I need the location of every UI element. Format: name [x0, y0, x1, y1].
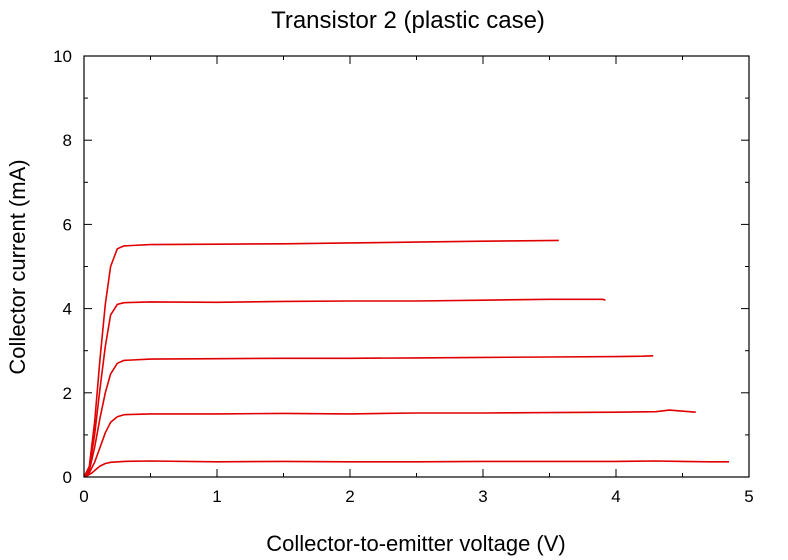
axis-ticks: 0 1 2 3 4 5 0 2 4 6 8 10 — [53, 47, 754, 506]
series-line-4 — [83, 298, 606, 478]
y-tick-label: 10 — [53, 47, 72, 66]
x-tick-label: 4 — [611, 487, 620, 506]
y-tick-label: 0 — [63, 468, 72, 487]
x-tick-label: 2 — [345, 487, 354, 506]
series-line-2 — [83, 409, 696, 478]
series-line-5 — [83, 239, 559, 478]
x-tick-label: 3 — [478, 487, 487, 506]
series-line-1 — [83, 460, 729, 478]
y-tick-label: 4 — [63, 300, 72, 319]
series-line-3 — [83, 355, 654, 478]
y-tick-label: 8 — [63, 131, 72, 150]
y-axis-label: Collector current (mA) — [5, 159, 30, 374]
y-tick-label: 6 — [63, 215, 72, 234]
x-axis-label: Collector-to-emitter voltage (V) — [266, 531, 566, 556]
x-tick-label: 0 — [79, 487, 88, 506]
x-tick-label: 5 — [744, 487, 753, 506]
plot-frame — [83, 55, 750, 478]
y-tick-label: 2 — [63, 384, 72, 403]
x-tick-label: 1 — [212, 487, 221, 506]
chart-title: Transistor 2 (plastic case) — [271, 7, 545, 34]
curves — [83, 239, 729, 478]
